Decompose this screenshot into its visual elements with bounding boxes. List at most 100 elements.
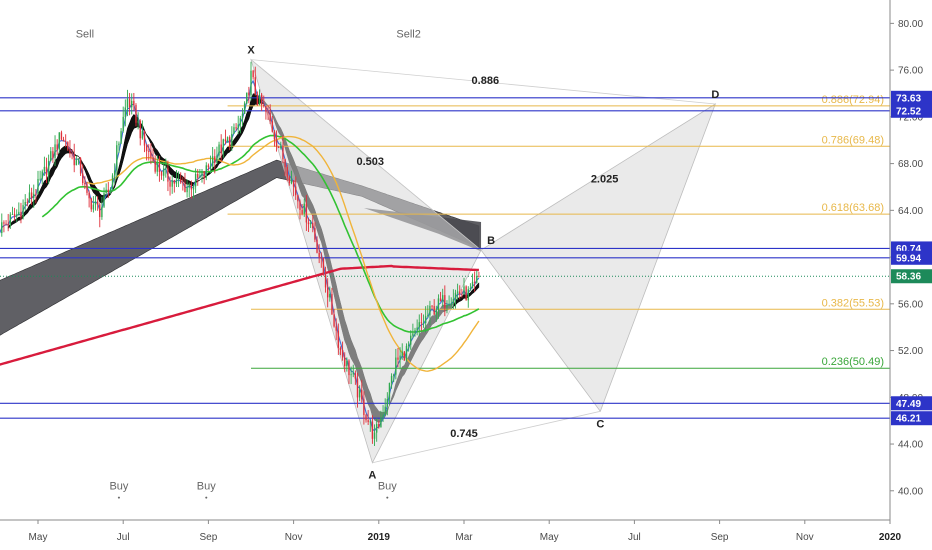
candle-body <box>220 144 222 154</box>
candle-body <box>354 373 357 379</box>
candle-body <box>344 357 346 367</box>
candle-body <box>216 155 218 163</box>
candle-body <box>113 170 116 176</box>
signal-label: Sell <box>76 28 94 40</box>
candle-body <box>420 322 423 324</box>
candle-body <box>437 298 440 311</box>
candle-body <box>418 322 420 328</box>
candle-body <box>258 94 261 106</box>
signal-dot <box>117 496 120 499</box>
candle-body <box>133 100 135 106</box>
candle-body <box>275 139 278 147</box>
candle-body <box>150 151 152 158</box>
candle-body <box>139 120 141 139</box>
price-badge-label: 59.94 <box>896 253 921 264</box>
candle-body <box>205 165 207 178</box>
candle-body <box>358 389 361 398</box>
fib-level-label: 0.618(63.68) <box>822 202 884 214</box>
candle-body <box>182 182 184 184</box>
candle-body <box>226 137 229 142</box>
candle-body <box>263 104 265 107</box>
candle-body <box>410 335 412 345</box>
candle-body <box>401 351 403 356</box>
candle-body <box>229 137 231 147</box>
candle-body <box>375 424 378 433</box>
candle-body <box>128 99 131 108</box>
candle-body <box>90 198 92 210</box>
candle-body <box>371 421 374 439</box>
candle-body <box>41 171 43 179</box>
pattern-xd-line <box>250 59 716 105</box>
x-tick-label: Mar <box>455 532 473 543</box>
candle-body <box>254 77 256 95</box>
price-badge-label: 73.63 <box>896 93 921 104</box>
x-tick-label: May <box>29 532 48 543</box>
time-axis[interactable]: May Jul Sep Nov 2019 Mar May Jul Sep Nov 2020 <box>0 519 902 543</box>
fib-level-label: 0.886(72.94) <box>822 94 884 106</box>
candle-body <box>390 375 393 383</box>
candle-body <box>305 203 308 223</box>
candle-body <box>446 305 448 308</box>
candle-body <box>111 175 114 190</box>
candle-body <box>37 178 39 195</box>
candle-body <box>282 145 284 160</box>
candle-body <box>444 295 446 308</box>
candle-body <box>158 163 161 172</box>
candle-body <box>99 204 101 218</box>
signal-label: Buy <box>197 481 216 493</box>
fib-level-label: 0.786(69.48) <box>822 134 884 146</box>
candle-body <box>30 192 33 198</box>
candle-body <box>448 304 450 306</box>
candle-body <box>367 420 369 423</box>
candle-body <box>154 160 156 172</box>
fib-level-label: 0.382(55.53) <box>822 297 884 309</box>
candle-body <box>188 184 190 188</box>
candle-body <box>356 378 359 398</box>
candle-body <box>248 92 250 96</box>
candle-body <box>39 178 41 180</box>
candle-body <box>301 209 303 214</box>
candle-body <box>382 414 384 418</box>
candle-body <box>141 130 144 139</box>
x-tick-label: 2020 <box>879 532 902 543</box>
y-tick-label: 56.00 <box>898 299 923 310</box>
candle-body <box>277 146 280 148</box>
x-tick-label: Jul <box>117 532 130 543</box>
candle-body <box>43 166 46 172</box>
signal-label: Sell2 <box>396 28 420 40</box>
y-tick-label: 68.00 <box>898 159 923 170</box>
candle-body <box>167 167 169 182</box>
ma-red-line <box>0 264 479 366</box>
candle-body <box>318 252 320 258</box>
candle-body <box>131 100 133 108</box>
candle-body <box>175 179 178 184</box>
ma-blue-line <box>0 79 480 432</box>
candle-body <box>116 145 118 171</box>
candle-body <box>414 330 416 334</box>
candle-body <box>92 204 95 210</box>
candle-body <box>86 184 88 193</box>
y-tick-label: 76.00 <box>898 66 923 77</box>
candle-body <box>45 166 48 176</box>
candle-body <box>369 421 371 423</box>
candle-body <box>384 406 386 415</box>
candle-body <box>47 160 50 176</box>
candle-body <box>101 206 103 218</box>
candle-body <box>365 415 367 421</box>
candle-body <box>461 294 463 295</box>
candle-body <box>469 287 472 290</box>
price-badge <box>891 396 932 411</box>
candle-body <box>246 92 248 104</box>
candle-body <box>169 181 171 187</box>
candle-body <box>162 168 165 176</box>
candle-body <box>18 211 20 215</box>
price-axis[interactable]: 80.0076.0072.0068.0064.0060.0056.0052.00… <box>889 0 932 520</box>
candle-body <box>165 167 167 169</box>
candle-body <box>329 294 331 298</box>
price-badge <box>891 250 932 265</box>
slow-ma-cloud-tail <box>363 208 482 252</box>
candle-body <box>271 121 273 132</box>
candle-body <box>476 276 478 283</box>
price-badge-label: 60.74 <box>896 244 921 255</box>
